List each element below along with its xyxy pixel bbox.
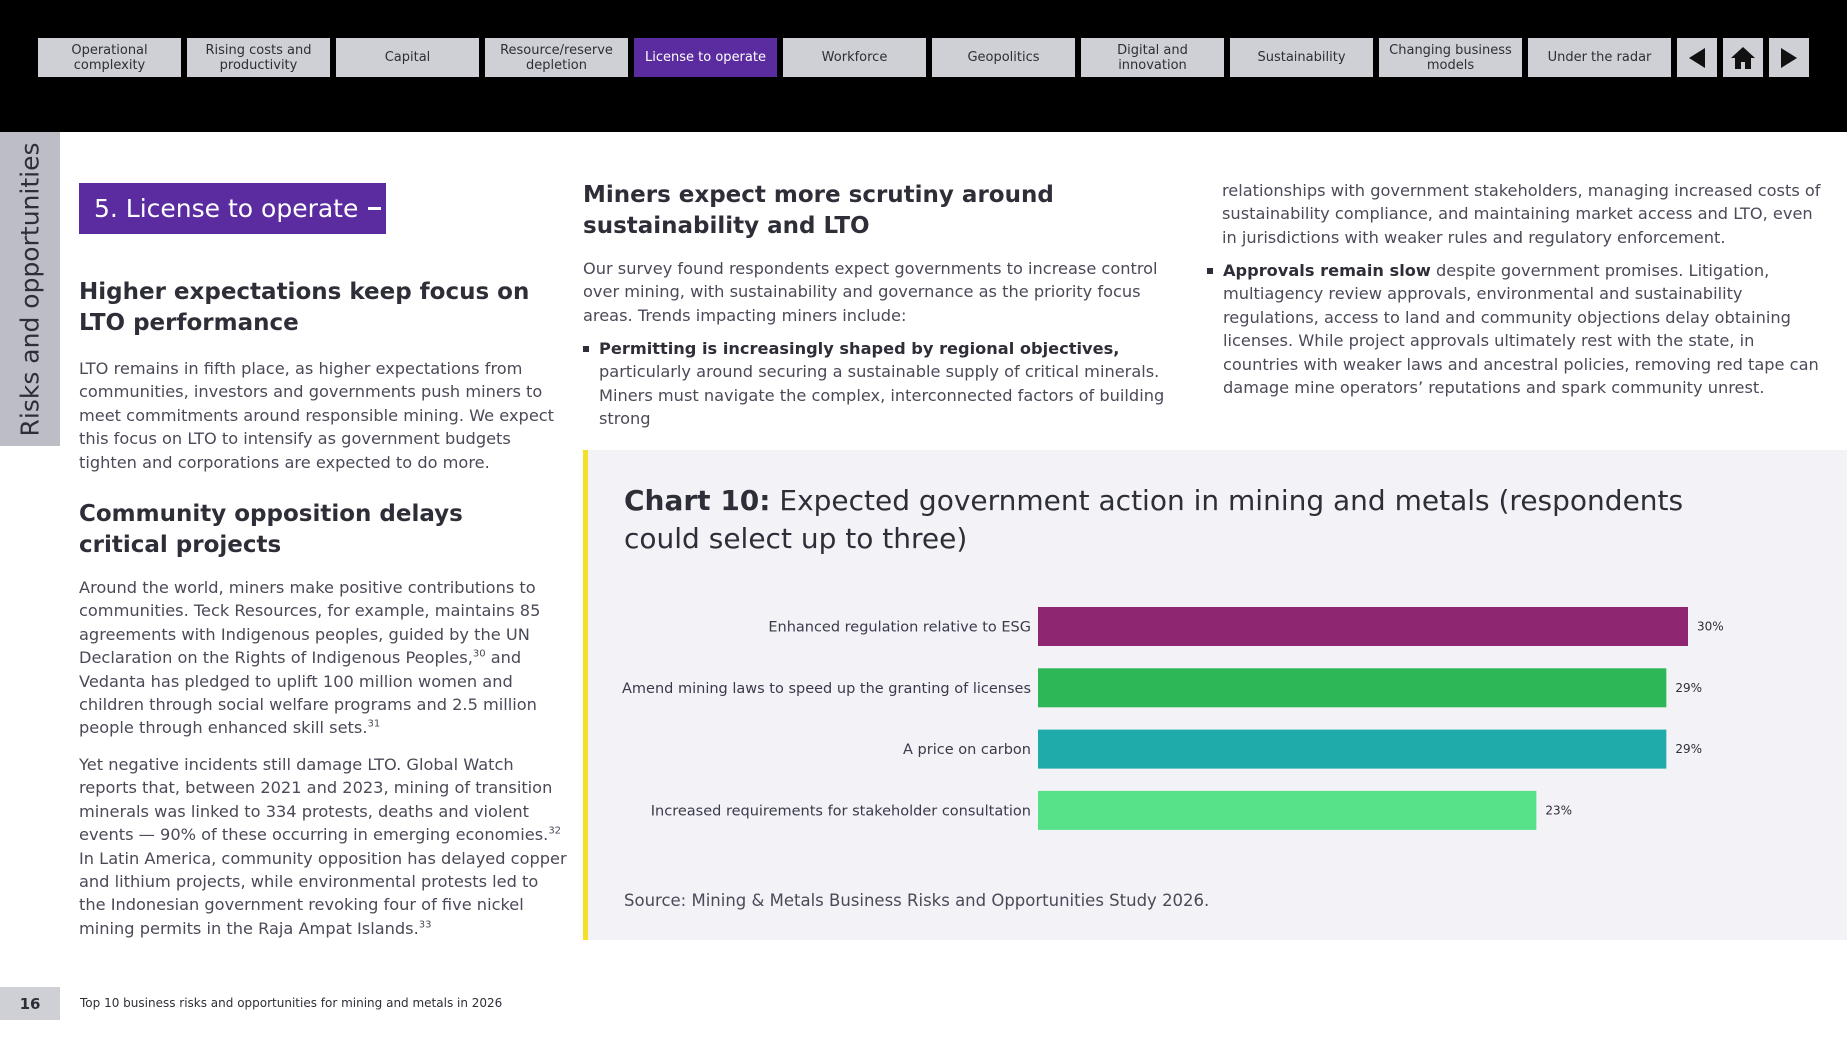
chart-label: Chart 10:	[624, 484, 771, 517]
footnote-ref[interactable]: 32	[548, 825, 562, 837]
chart-source: Source: Mining & Metals Business Risks a…	[624, 891, 1210, 910]
footnote-ref[interactable]: 33	[418, 919, 432, 931]
section-tabs: Operational complexity Rising costs and …	[38, 38, 1809, 77]
chart-title-text: Expected government action in mining and…	[624, 484, 1684, 555]
chart-title: Chart 10: Expected government action in …	[624, 482, 1764, 558]
previous-page-button[interactable]	[1677, 38, 1717, 77]
paragraph-text: In Latin America, community opposition h…	[79, 848, 567, 938]
heading-higher-expectations: Higher expectations keep focus on LTO pe…	[79, 279, 530, 336]
heading-miners-expect-scrutiny: Miners expect more scrutiny around susta…	[583, 182, 1054, 239]
paragraph-text: and Vedanta has pledged to uplift 100 mi…	[79, 648, 537, 738]
home-icon	[1731, 46, 1755, 69]
paragraph-text: Yet negative incidents still damage LTO.…	[79, 755, 553, 845]
home-button[interactable]	[1723, 38, 1763, 77]
side-section-tab: Risks and opportunities	[0, 132, 60, 446]
tab-workforce[interactable]: Workforce	[783, 38, 926, 77]
heading-community-opposition: Community opposition delays critical pro…	[79, 501, 463, 558]
chart-accent-bar	[583, 450, 588, 940]
bar-category-label: Increased requirements for stakeholder c…	[651, 803, 1031, 819]
bullet-body: despite government promises. Litigation,…	[1223, 261, 1819, 398]
bar-value-label: 29%	[1675, 681, 1702, 695]
bullet-strong: Permitting is increasingly shaped by reg…	[599, 339, 1120, 358]
bar-value-label: 30%	[1697, 620, 1724, 634]
bullet-icon	[1207, 268, 1213, 274]
footer-title: Top 10 business risks and opportunities …	[80, 996, 503, 1010]
paragraph-lto-fifth-place: LTO remains in fifth place, as higher ex…	[79, 359, 555, 472]
dash-icon	[368, 207, 382, 210]
bullet-permitting: Permitting is increasingly shaped by reg…	[583, 337, 1173, 431]
tab-under-the-radar[interactable]: Under the radar	[1528, 38, 1671, 77]
bullet-text: Approvals remain slow despite government…	[1223, 259, 1822, 399]
bar-category-label: Enhanced regulation relative to ESG	[768, 620, 1031, 636]
bar-chart: Enhanced regulation relative to ESG 30% Am…	[622, 607, 1724, 830]
tab-capital[interactable]: Capital	[336, 38, 479, 77]
bar-category-label: A price on carbon	[903, 742, 1031, 758]
footnote-ref[interactable]: 30	[472, 648, 486, 660]
tab-changing-business-models[interactable]: Changing business models	[1379, 38, 1522, 77]
paragraph-text: Around the world, miners make positive c…	[79, 578, 541, 668]
tab-sustainability[interactable]: Sustainability	[1230, 38, 1373, 77]
bullet-icon	[583, 346, 589, 352]
bullet-approvals: Approvals remain slow despite government…	[1207, 259, 1822, 399]
side-section-label: Risks and opportunities	[15, 142, 45, 436]
bar	[1038, 790, 1537, 830]
bar	[1038, 607, 1688, 646]
tab-license-to-operate[interactable]: License to operate	[634, 38, 777, 77]
bullet-body: particularly around securing a sustainab…	[599, 362, 1165, 429]
bullet-text: Permitting is increasingly shaped by reg…	[599, 337, 1173, 431]
bar-category-label: Amend mining laws to speed up the granti…	[622, 681, 1031, 697]
bar-value-label: 23%	[1545, 803, 1572, 817]
paragraph-negative-incidents: Yet negative incidents still damage LTO.…	[79, 753, 569, 940]
section-badge-label: 5. License to operate	[94, 194, 359, 223]
tab-geopolitics[interactable]: Geopolitics	[932, 38, 1075, 77]
next-page-button[interactable]	[1769, 38, 1809, 77]
paragraph-survey-found: Our survey found respondents expect gove…	[583, 259, 1158, 325]
paragraph-positive-contributions: Around the world, miners make positive c…	[79, 576, 559, 740]
tab-resource-depletion[interactable]: Resource/reserve depletion	[485, 38, 628, 77]
bar	[1038, 729, 1667, 769]
bullet-strong: Approvals remain slow	[1223, 261, 1431, 280]
tab-rising-costs[interactable]: Rising costs and productivity	[187, 38, 330, 77]
footnote-ref[interactable]: 31	[367, 719, 381, 731]
page-number: 16	[0, 987, 60, 1020]
section-badge: 5. License to operate	[79, 183, 386, 234]
top-navigation-bar: Operational complexity Rising costs and …	[0, 0, 1847, 132]
previous-icon	[1689, 47, 1705, 68]
tab-operational-complexity[interactable]: Operational complexity	[38, 38, 181, 77]
tab-digital-innovation[interactable]: Digital and innovation	[1081, 38, 1224, 77]
bar-value-label: 29%	[1675, 742, 1702, 756]
next-icon	[1781, 47, 1797, 68]
paragraph-bullet-continuation: relationships with government stakeholde…	[1222, 181, 1821, 247]
bar	[1038, 668, 1667, 708]
